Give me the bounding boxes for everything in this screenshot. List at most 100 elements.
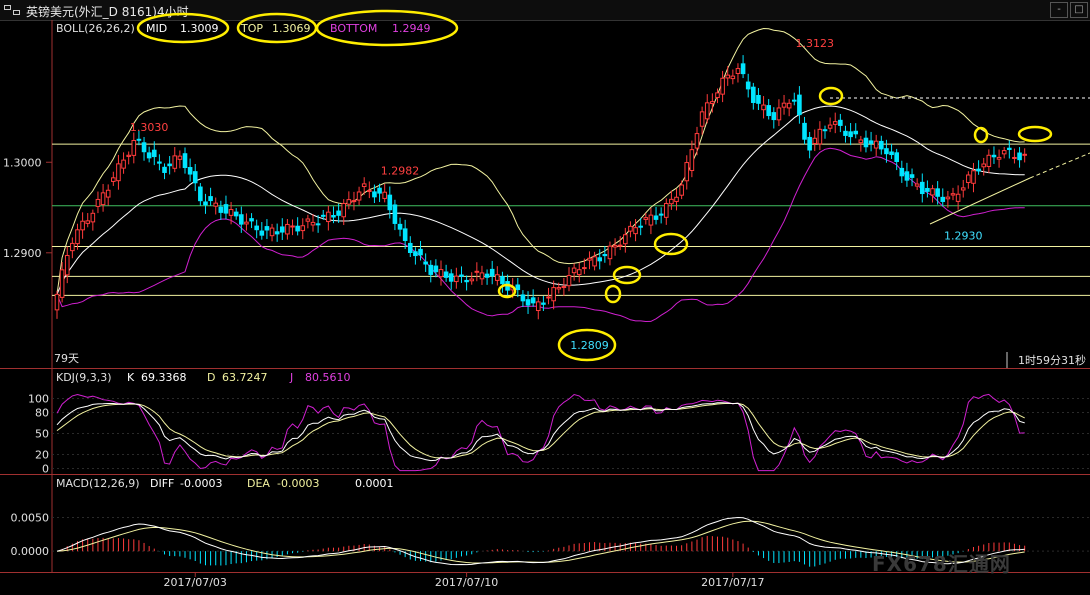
candle	[305, 214, 311, 229]
candle-body	[433, 265, 439, 273]
kdj-tick-label: 100	[28, 393, 49, 406]
boll-mid-line	[56, 105, 1025, 295]
candle	[597, 249, 603, 270]
candle-body	[976, 168, 981, 172]
candle-body	[986, 154, 992, 167]
candle	[879, 135, 884, 155]
candle	[694, 126, 700, 156]
candle-body	[899, 167, 905, 177]
candle-body	[669, 198, 674, 205]
candle-body	[853, 130, 859, 135]
candle	[54, 290, 60, 319]
candle-body	[566, 275, 572, 287]
candle-body	[274, 231, 280, 235]
candle-body	[725, 74, 731, 79]
candle	[448, 269, 454, 290]
candle	[904, 162, 910, 187]
candle	[689, 140, 695, 178]
price-annotation: 1.3030	[130, 121, 169, 134]
candle	[699, 106, 705, 135]
candle	[617, 236, 623, 251]
candle-body	[541, 302, 546, 305]
candle-body	[341, 202, 347, 218]
candle	[1022, 148, 1027, 163]
candle-body	[392, 204, 398, 224]
candle	[295, 217, 300, 236]
kdj-j-value: 80.5610	[305, 371, 351, 384]
candle-body	[223, 204, 229, 214]
candle	[367, 181, 372, 199]
candle	[623, 227, 628, 253]
candle-body	[684, 162, 690, 182]
candle	[407, 236, 413, 258]
candle-body	[761, 104, 766, 111]
candle-body	[305, 218, 311, 222]
candle-body	[320, 214, 326, 217]
boll-bottom-value: 1.2949	[392, 22, 431, 35]
watermark: FX678汇通网	[872, 552, 1011, 576]
candle	[889, 143, 894, 160]
candle	[561, 277, 567, 296]
candle-body	[786, 102, 792, 109]
candle-body	[807, 136, 812, 151]
maximize-button[interactable]: □	[1070, 2, 1088, 18]
candle	[735, 63, 741, 83]
macd-diff-value: -0.0003	[180, 477, 222, 490]
candle	[64, 246, 70, 284]
highlight-circle	[818, 86, 844, 106]
candle-body	[1012, 156, 1017, 159]
candle-body	[448, 273, 454, 282]
candle-body	[838, 119, 843, 126]
candle	[157, 154, 162, 171]
candle-body	[111, 177, 116, 182]
candle	[382, 183, 387, 203]
candle	[791, 92, 797, 106]
candle-body	[454, 275, 459, 283]
candle-body	[367, 189, 372, 192]
candle	[848, 123, 853, 146]
candle	[607, 241, 613, 266]
candle-body	[1017, 152, 1022, 161]
candle-body	[771, 112, 777, 121]
kdj-k-label: K	[127, 371, 135, 384]
minimize-button[interactable]: -	[1050, 2, 1068, 18]
candle	[351, 191, 357, 211]
candle	[576, 262, 582, 283]
candle-body	[418, 248, 423, 256]
macd-legend-name: MACD(12,26,9)	[56, 477, 140, 490]
candle	[95, 191, 101, 214]
candle-body	[745, 81, 751, 90]
price-annotation: 1.2982	[381, 165, 420, 178]
candle-body	[443, 271, 449, 278]
candle-body	[679, 184, 684, 196]
candle	[551, 280, 556, 310]
candle-body	[85, 220, 91, 224]
candle	[443, 264, 449, 282]
candle	[177, 150, 183, 169]
candle	[955, 185, 961, 210]
candle	[172, 147, 178, 173]
candle-body	[894, 152, 899, 162]
candle-body	[592, 256, 597, 267]
highlight-circle-low	[557, 328, 617, 362]
candle	[167, 156, 172, 175]
candle	[863, 130, 869, 153]
boll-top-line	[56, 27, 1025, 295]
candle-body	[648, 214, 654, 226]
candle	[628, 221, 633, 238]
candle-body	[812, 137, 818, 144]
candle	[254, 219, 259, 239]
candle	[428, 260, 434, 283]
candle-body	[751, 86, 756, 103]
boll-top-value: 1.3069	[272, 22, 311, 35]
window-title-bar: 英镑美元(外汇_D 8161)4小时 - □	[0, 0, 1090, 21]
highlight-circle	[604, 284, 622, 304]
candle-body	[817, 128, 823, 145]
candle	[192, 164, 198, 192]
candle	[346, 191, 352, 210]
candle	[402, 219, 408, 250]
candle	[571, 263, 577, 281]
candle	[781, 94, 787, 115]
